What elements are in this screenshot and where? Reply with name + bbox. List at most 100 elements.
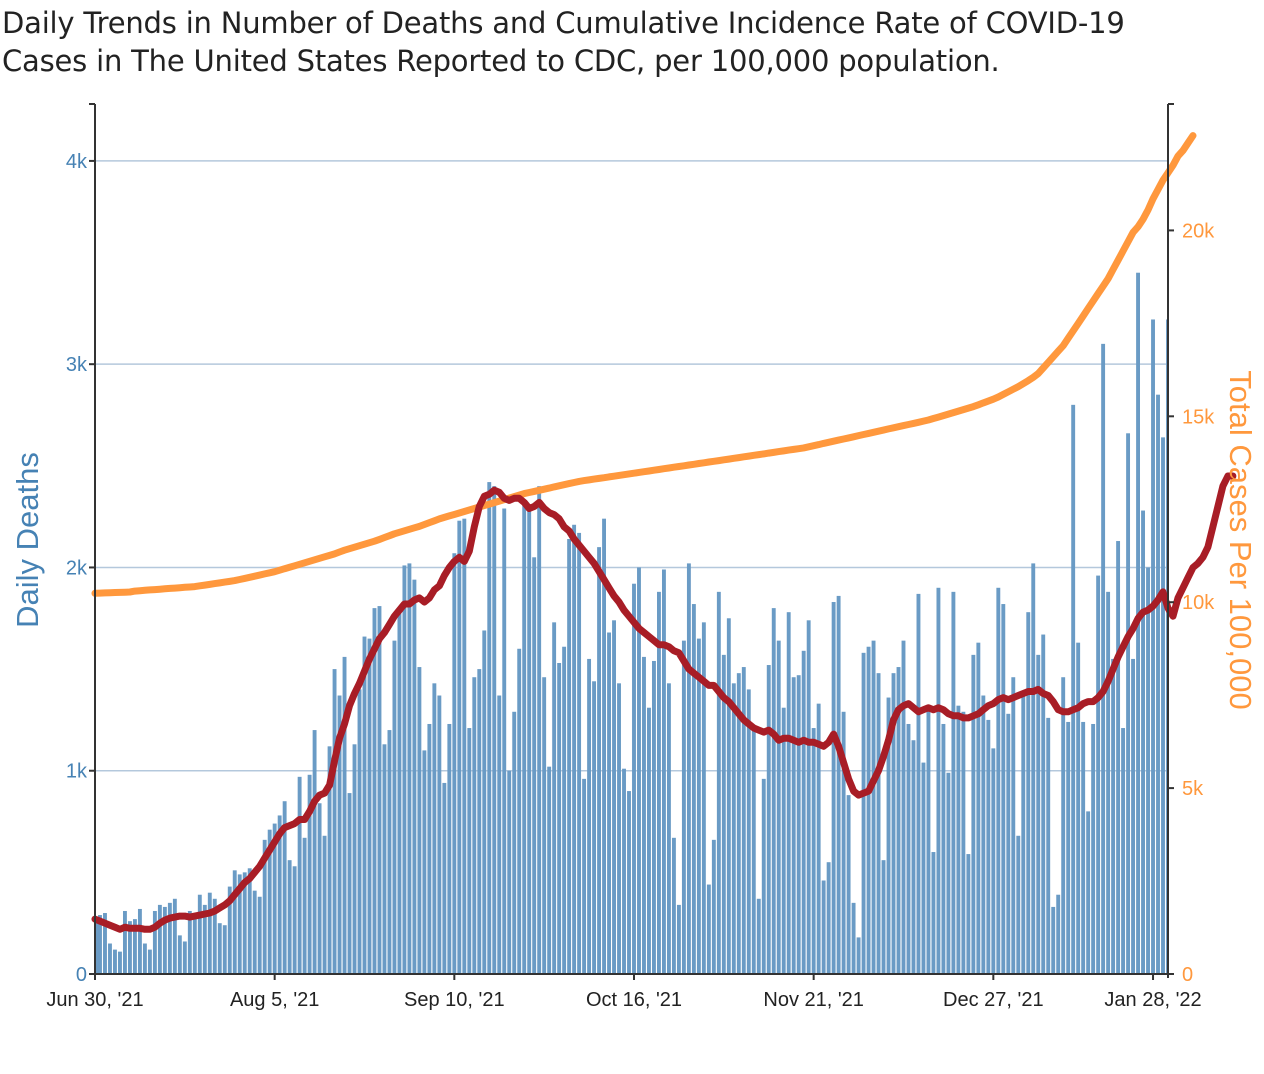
bar xyxy=(926,707,931,974)
bar xyxy=(217,923,222,974)
bar xyxy=(307,774,312,974)
right-axis-label: Total Cases Per 100,000 xyxy=(1223,370,1258,710)
gridlines xyxy=(95,160,1168,772)
bar xyxy=(352,744,357,974)
bar xyxy=(861,652,866,974)
bar xyxy=(522,502,527,974)
bar xyxy=(212,898,217,974)
bar xyxy=(1051,906,1056,974)
bar xyxy=(422,750,427,974)
bar xyxy=(781,707,786,974)
bar xyxy=(432,683,437,974)
bar xyxy=(327,746,332,974)
bar xyxy=(98,915,102,974)
bar xyxy=(906,723,911,974)
x-tick-label: Sep 10, '21 xyxy=(404,989,505,1011)
bar xyxy=(222,925,227,974)
bar xyxy=(1131,658,1136,974)
bar xyxy=(871,640,876,974)
right-tick-label: 20k xyxy=(1182,220,1215,242)
bar xyxy=(1001,604,1006,974)
bar xyxy=(1141,510,1145,974)
bar xyxy=(532,557,537,974)
bar xyxy=(367,638,372,974)
bar xyxy=(157,904,162,974)
bar xyxy=(312,730,317,974)
bar xyxy=(257,896,262,974)
bar xyxy=(587,658,592,974)
bar xyxy=(731,683,736,974)
bar xyxy=(721,654,726,974)
bar xyxy=(137,908,142,974)
bar xyxy=(542,677,547,974)
bar xyxy=(447,723,452,974)
right-tick-label: 15k xyxy=(1182,406,1215,428)
bar xyxy=(517,648,522,974)
bar xyxy=(826,862,831,974)
bar xyxy=(267,829,272,974)
bar xyxy=(896,667,901,974)
bar xyxy=(1116,541,1121,974)
bar xyxy=(691,604,696,974)
bar xyxy=(227,886,232,974)
bar xyxy=(277,815,282,974)
bar xyxy=(627,791,631,974)
bar xyxy=(1091,723,1096,974)
bar xyxy=(232,870,237,974)
bar xyxy=(392,640,397,974)
bar xyxy=(387,730,392,974)
bar xyxy=(756,898,761,974)
bar xyxy=(452,553,457,974)
bar xyxy=(502,508,507,974)
bar xyxy=(1061,677,1066,974)
bar xyxy=(632,583,636,974)
bar xyxy=(377,606,382,974)
bar xyxy=(991,748,996,974)
bar xyxy=(437,695,442,974)
bar xyxy=(202,904,207,974)
seven-day-average-line xyxy=(91,472,1237,933)
bar xyxy=(796,675,801,974)
bar xyxy=(821,880,826,974)
bar xyxy=(397,610,402,974)
bar xyxy=(876,673,881,974)
bar xyxy=(851,902,856,974)
bar xyxy=(1076,642,1081,974)
bar xyxy=(142,943,147,974)
bar xyxy=(337,695,342,974)
bar xyxy=(671,837,676,974)
bar xyxy=(657,591,661,974)
bar xyxy=(1066,721,1071,974)
bar xyxy=(442,782,447,974)
bar xyxy=(547,766,552,974)
bar xyxy=(162,906,167,974)
left-tick-label: 1k xyxy=(66,761,88,783)
left-tick-label: 2k xyxy=(66,557,88,579)
bar xyxy=(1046,717,1051,974)
bar xyxy=(1016,835,1021,974)
bar xyxy=(282,801,287,974)
bar xyxy=(342,656,347,974)
bar xyxy=(652,660,656,974)
bar xyxy=(642,656,646,974)
bar xyxy=(831,602,836,974)
x-tick-label: Aug 5, '21 xyxy=(230,989,319,1011)
bar xyxy=(976,642,981,974)
bar xyxy=(696,638,701,974)
x-tick-label: Oct 16, '21 xyxy=(586,989,682,1011)
bar xyxy=(187,910,192,974)
left-tick-label: 4k xyxy=(66,151,88,173)
bar xyxy=(816,703,821,974)
right-axis-ticks: 0 5k 10k 15k 20k xyxy=(1168,220,1215,986)
bar xyxy=(666,683,671,974)
bar xyxy=(1041,634,1046,974)
bar xyxy=(1026,612,1031,974)
bar xyxy=(1111,658,1116,974)
bar xyxy=(242,872,247,974)
bar xyxy=(776,640,781,974)
bar xyxy=(252,890,257,974)
chart-title: Daily Trends in Number of Deaths and Cum… xyxy=(2,4,1125,80)
bar xyxy=(552,622,557,974)
bar xyxy=(746,689,751,974)
bar xyxy=(1101,343,1106,974)
